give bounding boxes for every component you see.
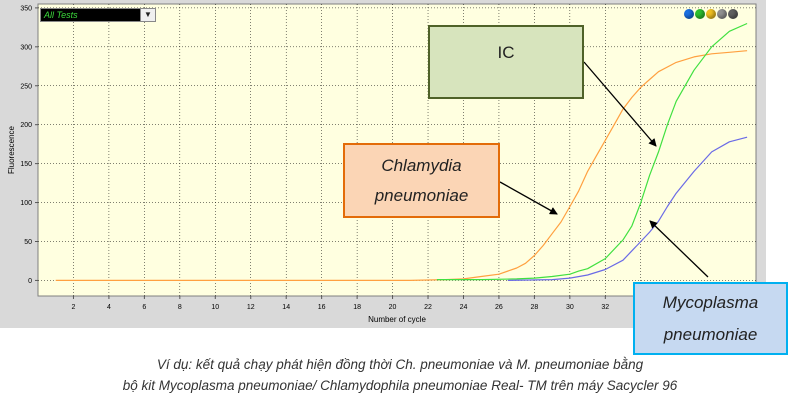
x-tick-label: 22 bbox=[424, 304, 432, 311]
y-tick-label: 150 bbox=[20, 161, 32, 168]
x-tick-label: 26 bbox=[495, 304, 503, 311]
test-filter-dropdown[interactable]: All Tests ▼ bbox=[40, 8, 156, 22]
y-tick-label: 0 bbox=[28, 278, 32, 285]
test-filter-value: All Tests bbox=[44, 10, 78, 20]
series-line-ic bbox=[55, 50, 748, 281]
y-axis-label: Fluorescence bbox=[7, 125, 16, 174]
x-tick-label: 8 bbox=[178, 304, 182, 311]
callout-myco-line1: Mycoplasma bbox=[662, 292, 759, 312]
callout-chlamydia-line2: pneumoniae bbox=[374, 185, 469, 205]
x-tick-label: 28 bbox=[530, 304, 538, 311]
x-tick-label: 2 bbox=[72, 304, 76, 311]
arrow-chlamydia bbox=[499, 181, 558, 215]
grid bbox=[38, 4, 756, 296]
y-tick-label: 250 bbox=[20, 83, 32, 90]
x-tick-label: 12 bbox=[247, 304, 255, 311]
x-tick-label: 6 bbox=[142, 304, 146, 311]
callout-chlamydia-line1: Chlamydia bbox=[381, 155, 462, 175]
caption-line-1: Ví dụ: kết quả chạy phát hiện đồng thời … bbox=[156, 357, 644, 372]
callout-myco-line2: pneumoniae bbox=[663, 324, 758, 344]
x-axis: 246810121416182022242628303234 bbox=[72, 296, 645, 311]
x-tick-label: 16 bbox=[318, 304, 326, 311]
arrow-mycoplasma bbox=[649, 220, 709, 278]
dark-gray-dot-icon[interactable] bbox=[728, 9, 738, 19]
chevron-down-icon[interactable]: ▼ bbox=[140, 9, 155, 21]
x-tick-label: 14 bbox=[282, 304, 290, 311]
x-tick-label: 10 bbox=[211, 304, 219, 311]
callout-ic-text: IC bbox=[497, 43, 515, 62]
y-tick-label: 300 bbox=[20, 44, 32, 51]
green-dot-icon[interactable] bbox=[695, 9, 705, 19]
y-tick-label: 200 bbox=[20, 122, 32, 129]
x-tick-label: 18 bbox=[353, 304, 361, 311]
callout-ic: IC bbox=[428, 25, 584, 99]
figure-caption: Ví dụ: kết quả chạy phát hiện đồng thời … bbox=[0, 354, 800, 396]
x-axis-label: Number of cycle bbox=[368, 315, 426, 324]
y-tick-label: 100 bbox=[20, 200, 32, 207]
x-tick-label: 4 bbox=[107, 304, 111, 311]
series-line-mycoplasma-pneumoniae bbox=[436, 22, 748, 281]
y-axis: 0 50 100 150 200 250 300 350 bbox=[20, 5, 38, 285]
series-line-chlamydia-pneumoniae bbox=[507, 136, 748, 281]
callout-mycoplasma: Mycoplasma pneumoniae bbox=[633, 282, 788, 355]
gray-dot-icon[interactable] bbox=[717, 9, 727, 19]
x-tick-label: 30 bbox=[566, 304, 574, 311]
arrow-ic bbox=[583, 61, 657, 147]
blue-dot-icon[interactable] bbox=[684, 9, 694, 19]
y-tick-label: 50 bbox=[24, 239, 32, 246]
x-tick-label: 20 bbox=[389, 304, 397, 311]
color-legend-dots bbox=[684, 9, 738, 19]
x-tick-label: 32 bbox=[601, 304, 609, 311]
x-tick-label: 24 bbox=[460, 304, 468, 311]
callout-arrows bbox=[499, 61, 709, 278]
series-lines bbox=[55, 22, 748, 281]
yellow-dot-icon[interactable] bbox=[706, 9, 716, 19]
y-tick-label: 350 bbox=[20, 5, 32, 12]
caption-line-2: bộ kit Mycoplasma pneumoniae/ Chlamydoph… bbox=[122, 378, 678, 393]
callout-chlamydia: Chlamydia pneumoniae bbox=[343, 143, 500, 218]
